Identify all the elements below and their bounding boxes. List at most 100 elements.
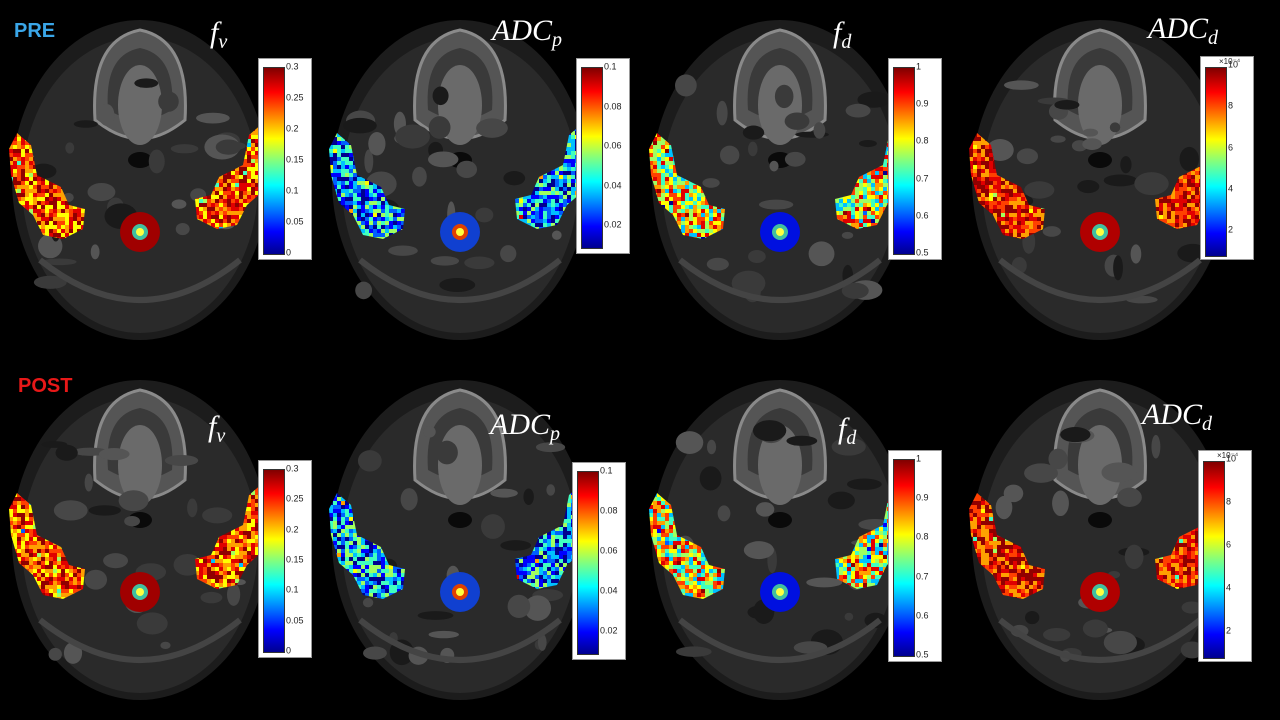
axial-mri-image [329, 380, 591, 700]
parameter-subscript: d [1208, 27, 1218, 49]
colorbar-tick-label: 0.3 [286, 463, 299, 474]
colorbar: 0.3 0.25 0.2 0.15 0.1 0.05 0 [258, 58, 312, 260]
parameter-label: fv [210, 16, 228, 53]
parameter-symbol: ADC [490, 408, 550, 441]
mri-panel-pre-1 [0, 10, 320, 340]
colorbar-tick-label: 6 [1228, 142, 1234, 153]
colorbar-tick-label: 6 [1226, 539, 1232, 550]
colorbar-tick-label: 4 [1226, 582, 1232, 593]
colorbar-gradient [893, 459, 915, 657]
colorbar-tick-label: 2 [1226, 625, 1232, 636]
colorbar-tick-label: 0.6 [916, 610, 929, 621]
colorbar-tick-label: 10 [1228, 59, 1239, 70]
mri-panel-pre-4 [960, 10, 1280, 340]
colorbar-tick-label: 0.9 [916, 492, 929, 503]
colorbar-tick-label: 0.02 [604, 219, 622, 230]
colorbar-tick-label: 0.8 [916, 531, 929, 542]
colorbar-gradient [1203, 461, 1225, 659]
parameter-symbol: f [210, 16, 219, 49]
colorbar-tick-label: 0.2 [286, 524, 299, 535]
colorbar-tick-label: 0.1 [286, 584, 299, 595]
colorbar-tick-label: 8 [1228, 100, 1234, 111]
parameter-subscript: v [216, 425, 226, 447]
colorbar-tick-label: 1 [916, 61, 922, 72]
colorbar-tick-label: 0.08 [604, 101, 622, 112]
colorbar-tick-label: 0.15 [286, 154, 304, 165]
colorbar-gradient [263, 67, 285, 255]
parameter-subscript: v [218, 31, 228, 53]
colorbar-tick-label: 0.5 [916, 247, 929, 258]
colorbar-tick-label: 0.7 [916, 571, 929, 582]
parameter-symbol: f [208, 410, 217, 443]
mri-panel-post-2 [320, 370, 640, 700]
parameter-subscript: p [552, 29, 562, 51]
parameter-symbol: f [838, 412, 847, 445]
colorbar-tick-label: 0.9 [916, 98, 929, 109]
colorbar-tick-label: 0.1 [286, 185, 299, 196]
parameter-subscript: d [846, 427, 857, 449]
colorbar-tick-label: 0.8 [916, 135, 929, 146]
colorbar: 0.1 0.08 0.06 0.04 0.02 [572, 462, 626, 660]
colorbar-tick-label: 0 [286, 645, 292, 656]
parameter-subscript: p [550, 423, 560, 445]
colorbar-tick-label: 0.5 [916, 649, 929, 660]
colorbar-tick-label: 0.08 [600, 505, 618, 516]
colorbar-tick-label: 0.05 [286, 615, 304, 626]
colorbar-tick-label: 0.15 [286, 554, 304, 565]
axial-mri-image [649, 380, 911, 700]
colorbar-tick-label: 0.04 [604, 180, 622, 191]
colorbar-tick-label: 0.2 [286, 123, 299, 134]
axial-mri-image [969, 20, 1231, 340]
axial-mri-image [9, 20, 271, 340]
parameter-label: fv [208, 410, 226, 447]
parameter-symbol: ADC [1148, 12, 1208, 45]
parameter-label: fd [838, 412, 857, 449]
parameter-subscript: d [841, 31, 852, 53]
parameter-symbol: ADC [1142, 398, 1202, 431]
colorbar-gradient [893, 67, 915, 255]
axial-mri-image [329, 20, 591, 340]
row-label-post: POST [18, 375, 73, 397]
parameter-symbol: ADC [492, 14, 552, 47]
colorbar: 10 8 6 4 2 ×10⁻⁴ [1200, 56, 1254, 260]
mri-panel-post-1 [0, 370, 320, 700]
colorbar-tick-label: 0.6 [916, 210, 929, 221]
colorbar-tick-label: 0.06 [604, 140, 622, 151]
colorbar-tick-label: 0.1 [604, 61, 617, 72]
parameter-label: ADCd [1148, 12, 1218, 49]
colorbar-tick-label: 0.04 [600, 585, 618, 596]
colorbar: 0.1 0.08 0.06 0.04 0.02 [576, 58, 630, 254]
colorbar-tick-label: 8 [1226, 496, 1232, 507]
colorbar-gradient [263, 469, 285, 653]
parameter-label: fd [833, 16, 852, 53]
colorbar: 1 0.9 0.8 0.7 0.6 0.5 [888, 450, 942, 662]
colorbar-tick-label: 10 [1226, 453, 1237, 464]
row-label-pre: PRE [14, 20, 56, 42]
colorbar-tick-label: 0.02 [600, 625, 618, 636]
colorbar-exponent: ×10⁻⁴ [1219, 57, 1241, 66]
colorbar-tick-label: 4 [1228, 183, 1234, 194]
colorbar-gradient [1205, 67, 1227, 257]
parameter-subscript: d [1202, 413, 1212, 435]
axial-mri-image [649, 20, 911, 340]
parameter-label: ADCp [492, 14, 562, 51]
parameter-label: ADCd [1142, 398, 1212, 435]
colorbar-tick-label: 0.3 [286, 61, 299, 72]
colorbar-tick-label: 0.25 [286, 493, 304, 504]
colorbar-tick-label: 0.05 [286, 216, 304, 227]
colorbar-tick-label: 0.06 [600, 545, 618, 556]
colorbar-tick-label: 0.25 [286, 92, 304, 103]
colorbar: 0.3 0.25 0.2 0.15 0.1 0.05 0 [258, 460, 312, 658]
parameter-label: ADCp [490, 408, 560, 445]
colorbar-tick-label: 0 [286, 247, 292, 258]
axial-mri-image [9, 380, 271, 700]
colorbar-exponent: ×10⁻⁴ [1217, 451, 1239, 460]
colorbar-tick-label: 0.7 [916, 173, 929, 184]
colorbar: 1 0.9 0.8 0.7 0.6 0.5 [888, 58, 942, 260]
colorbar-tick-label: 0.1 [600, 465, 613, 476]
colorbar-tick-label: 1 [916, 453, 922, 464]
mri-panel-pre-2 [320, 10, 640, 340]
parameter-symbol: f [833, 16, 842, 49]
mri-panel-post-3 [640, 370, 960, 700]
colorbar: 10 8 6 4 2 ×10⁻⁴ [1198, 450, 1252, 662]
